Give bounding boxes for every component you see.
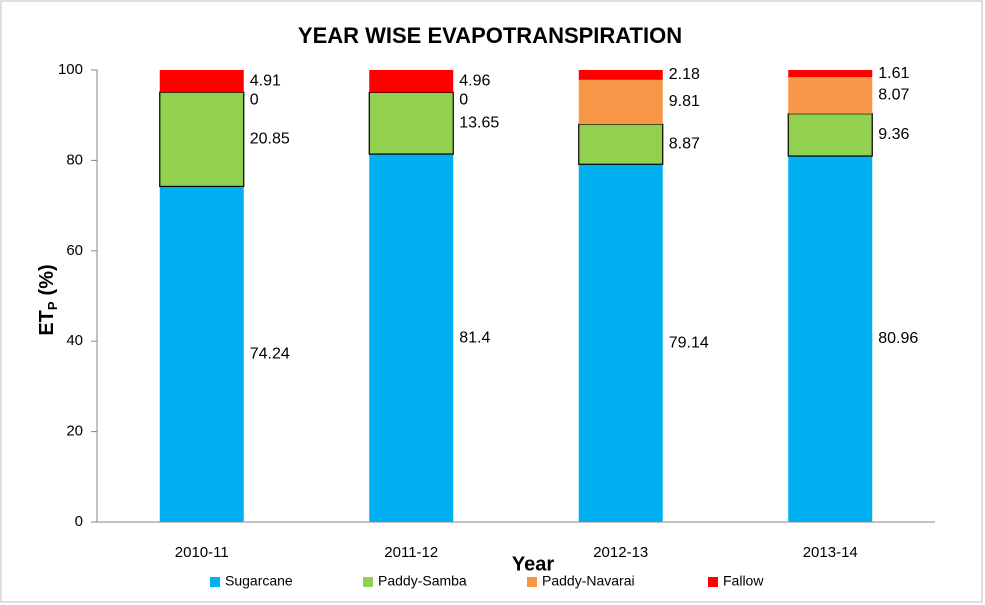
data-label: 4.96 <box>459 72 490 89</box>
data-label: 0 <box>250 91 259 108</box>
y-tick-label: 0 <box>75 513 83 530</box>
chart-title: YEAR WISE EVAPOTRANSPIRATION <box>298 23 682 48</box>
x-tick-label: 2011-12 <box>384 544 438 561</box>
y-tick-label: 40 <box>66 332 83 349</box>
bar-segment <box>369 69 454 93</box>
legend-swatch <box>210 577 220 587</box>
bar-segment <box>578 70 663 80</box>
data-label: 9.36 <box>878 126 909 143</box>
bar-segment <box>578 79 663 125</box>
data-label: 4.91 <box>250 72 281 89</box>
data-label: 13.65 <box>459 114 499 131</box>
bar-segment <box>368 91 454 155</box>
bar-segment <box>369 154 454 522</box>
y-tick-label: 100 <box>58 61 83 78</box>
bar-segment <box>788 70 873 78</box>
legend-swatch <box>527 577 537 587</box>
data-label: 81.4 <box>459 329 490 346</box>
x-tick-label: 2013-14 <box>803 544 858 561</box>
legend-label: Paddy-Samba <box>378 573 467 589</box>
bar-segment <box>159 91 245 188</box>
y-axis-title-main: ET <box>36 310 58 336</box>
bar-segment <box>159 70 244 93</box>
bar-segment <box>578 164 663 522</box>
data-label: 80.96 <box>878 330 918 347</box>
x-tick-label: 2012-13 <box>593 544 648 561</box>
data-label: 2.18 <box>669 66 700 83</box>
data-label: 8.07 <box>878 87 909 104</box>
legend-swatch <box>363 577 373 587</box>
y-tick-label: 60 <box>66 242 83 259</box>
bar-segment <box>578 123 664 165</box>
bar-segment <box>788 156 873 523</box>
data-label: 79.14 <box>669 334 709 351</box>
legend-label: Paddy-Navarai <box>542 573 635 589</box>
y-tick-label: 20 <box>66 423 83 440</box>
data-label: 1.61 <box>878 65 909 82</box>
y-axis-title-unit: (%) <box>36 264 58 295</box>
legend-label: Fallow <box>723 573 764 589</box>
bar-segment <box>787 113 873 157</box>
x-axis-title: Year <box>512 553 554 575</box>
legend-swatch <box>708 577 718 587</box>
data-label: 74.24 <box>250 345 290 362</box>
data-label: 9.81 <box>669 93 700 110</box>
y-axis-title-sub: P <box>45 301 60 310</box>
y-tick-label: 80 <box>66 151 83 168</box>
legend-label: Sugarcane <box>225 573 293 589</box>
bar-segment <box>788 77 873 114</box>
x-tick-label: 2010-11 <box>175 544 229 561</box>
y-axis-title: ETP (%) <box>36 264 60 335</box>
bar-segment <box>159 186 244 523</box>
data-label: 20.85 <box>250 131 290 148</box>
data-label: 0 <box>459 92 468 109</box>
data-label: 8.87 <box>669 135 700 152</box>
